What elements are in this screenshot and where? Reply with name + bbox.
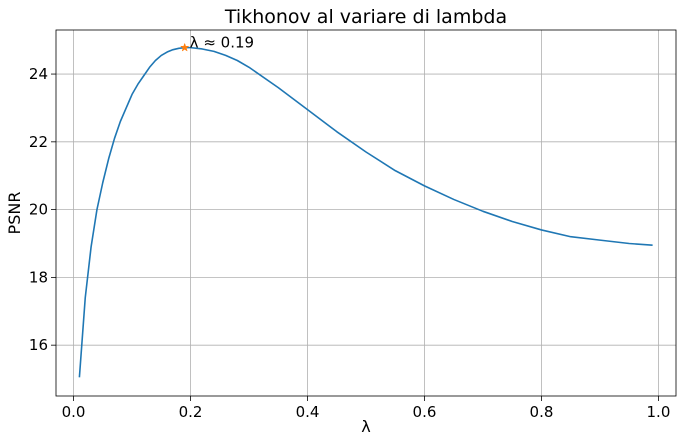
x-tick-label: 0.6 bbox=[413, 403, 437, 421]
psnr-curve bbox=[78, 46, 653, 378]
annotation-layer: λ ≈ 0.19 bbox=[179, 34, 254, 52]
optimum-star-marker bbox=[179, 42, 190, 52]
y-tick-label: 16 bbox=[29, 336, 48, 354]
y-tick-label: 20 bbox=[29, 201, 48, 219]
x-tick-label: 0.8 bbox=[530, 403, 554, 421]
y-tick-label: 24 bbox=[29, 65, 48, 83]
x-axis-label: λ bbox=[361, 417, 370, 436]
y-axis-label: PSNR bbox=[5, 192, 24, 235]
x-tick-label: 0.0 bbox=[62, 403, 86, 421]
series-layer bbox=[78, 46, 653, 378]
chart-title: Tikhonov al variare di lambda bbox=[224, 6, 507, 28]
x-tick-label: 1.0 bbox=[647, 403, 671, 421]
plot-frame bbox=[55, 29, 677, 397]
ticks: 0.0 0.2 0.4 0.6 0.8 1.0 16 18 20 22 24 bbox=[29, 65, 670, 421]
x-tick-label: 0.4 bbox=[296, 403, 320, 421]
grid bbox=[56, 30, 676, 396]
x-tick-label: 0.2 bbox=[179, 403, 203, 421]
y-tick-label: 22 bbox=[29, 133, 48, 151]
optimum-annotation-label: λ ≈ 0.19 bbox=[190, 34, 254, 52]
y-tick-label: 18 bbox=[29, 268, 48, 286]
